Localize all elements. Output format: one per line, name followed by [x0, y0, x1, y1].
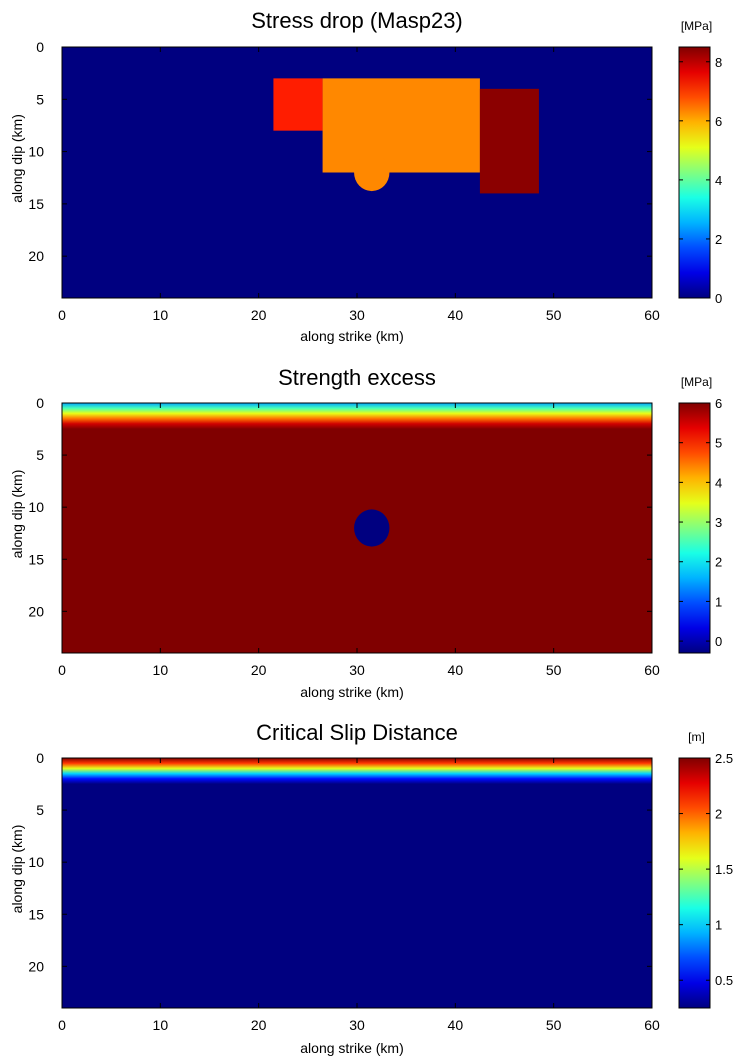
- colorbar: [678, 46, 711, 299]
- x-tick-label: 40: [448, 662, 464, 678]
- y-tick-label: 0: [36, 39, 44, 55]
- heatmap-region-rect: [273, 78, 323, 131]
- x-tick-label: 0: [58, 307, 66, 323]
- y-tick-label: 5: [36, 91, 44, 107]
- colorbar-tick-label: 2: [715, 232, 722, 247]
- colorbar-tick-label: 5: [715, 436, 722, 451]
- colorbar-tick-label: 0: [715, 634, 722, 649]
- x-tick-label: 20: [251, 1017, 267, 1033]
- y-tick-label: 10: [28, 499, 44, 515]
- x-tick-label: 30: [349, 662, 365, 678]
- y-tick-label: 0: [36, 395, 44, 411]
- colorbar: [678, 757, 711, 1009]
- x-tick-label: 40: [448, 307, 464, 323]
- colorbar-tick-label: 2: [715, 807, 722, 822]
- x-tick-label: 50: [546, 1017, 562, 1033]
- y-axis-label: along dip (km): [9, 114, 25, 203]
- x-tick-label: 30: [349, 307, 365, 323]
- panel-3: 0 10 20 30 40 50 60 0 5 10 15 20 Critical Slip Dista…: [9, 720, 733, 1056]
- colorbar-tick-label: 0: [715, 291, 722, 306]
- colorbar-tick-label: 0.5: [715, 973, 733, 988]
- colorbar-tick-label: 1.5: [715, 862, 733, 877]
- heatmap-region-rect: [479, 88, 539, 194]
- x-tick-label: 10: [153, 1017, 169, 1033]
- x-axis-label: along strike (km): [300, 1040, 403, 1056]
- y-tick-label: 15: [28, 551, 44, 567]
- colorbar: [678, 402, 711, 654]
- x-tick-label: 40: [448, 1017, 464, 1033]
- y-tick-label: 5: [36, 802, 44, 818]
- colorbar-tick-label: 1: [715, 594, 722, 609]
- x-axis-label: along strike (km): [300, 684, 403, 700]
- colorbar-tick-label: 2.5: [715, 751, 733, 766]
- y-tick-label: 20: [28, 248, 44, 264]
- heatmap-region-circle: [354, 509, 390, 547]
- x-tick-label: 60: [644, 1017, 660, 1033]
- x-tick-label: 0: [58, 662, 66, 678]
- colorbar-tick-label: 4: [715, 173, 722, 188]
- chart-title: Stress drop (Masp23): [251, 8, 463, 33]
- x-tick-label: 10: [153, 307, 169, 323]
- colorbar-unit-label: [MPa]: [681, 19, 712, 33]
- x-tick-label: 60: [644, 307, 660, 323]
- y-tick-label: 20: [28, 603, 44, 619]
- heatmap-background: [62, 758, 652, 1008]
- colorbar-tick-label: 2: [715, 555, 722, 570]
- y-tick-label: 0: [36, 750, 44, 766]
- x-tick-label: 20: [251, 662, 267, 678]
- colorbar-tick-label: 3: [715, 515, 722, 530]
- colorbar-tick-label: 6: [715, 396, 722, 411]
- colorbar-unit-label: [m]: [688, 730, 705, 744]
- chart-title: Strength excess: [278, 365, 436, 390]
- y-tick-label: 20: [28, 958, 44, 974]
- y-tick-label: 10: [28, 144, 44, 160]
- colorbar-tick-label: 4: [715, 475, 722, 490]
- x-tick-label: 60: [644, 662, 660, 678]
- chart-title: Critical Slip Distance: [256, 720, 458, 745]
- x-tick-label: 50: [546, 662, 562, 678]
- x-tick-label: 50: [546, 307, 562, 323]
- colorbar-unit-label: [MPa]: [681, 375, 712, 389]
- y-axis-label: along dip (km): [9, 470, 25, 559]
- colorbar-tick-label: 6: [715, 114, 722, 129]
- colorbar-tick-label: 8: [715, 55, 722, 70]
- x-tick-label: 30: [349, 1017, 365, 1033]
- y-tick-label: 5: [36, 447, 44, 463]
- x-tick-label: 10: [153, 662, 169, 678]
- heatmap-region-circle: [354, 153, 390, 192]
- x-tick-label: 0: [58, 1017, 66, 1033]
- y-tick-label: 15: [28, 906, 44, 922]
- heatmap-region-rect: [322, 78, 480, 173]
- y-axis-label: along dip (km): [9, 825, 25, 914]
- x-axis-label: along strike (km): [300, 328, 403, 344]
- y-tick-label: 10: [28, 854, 44, 870]
- colorbar-tick-label: 1: [715, 918, 722, 933]
- x-tick-label: 20: [251, 307, 267, 323]
- y-tick-label: 15: [28, 196, 44, 212]
